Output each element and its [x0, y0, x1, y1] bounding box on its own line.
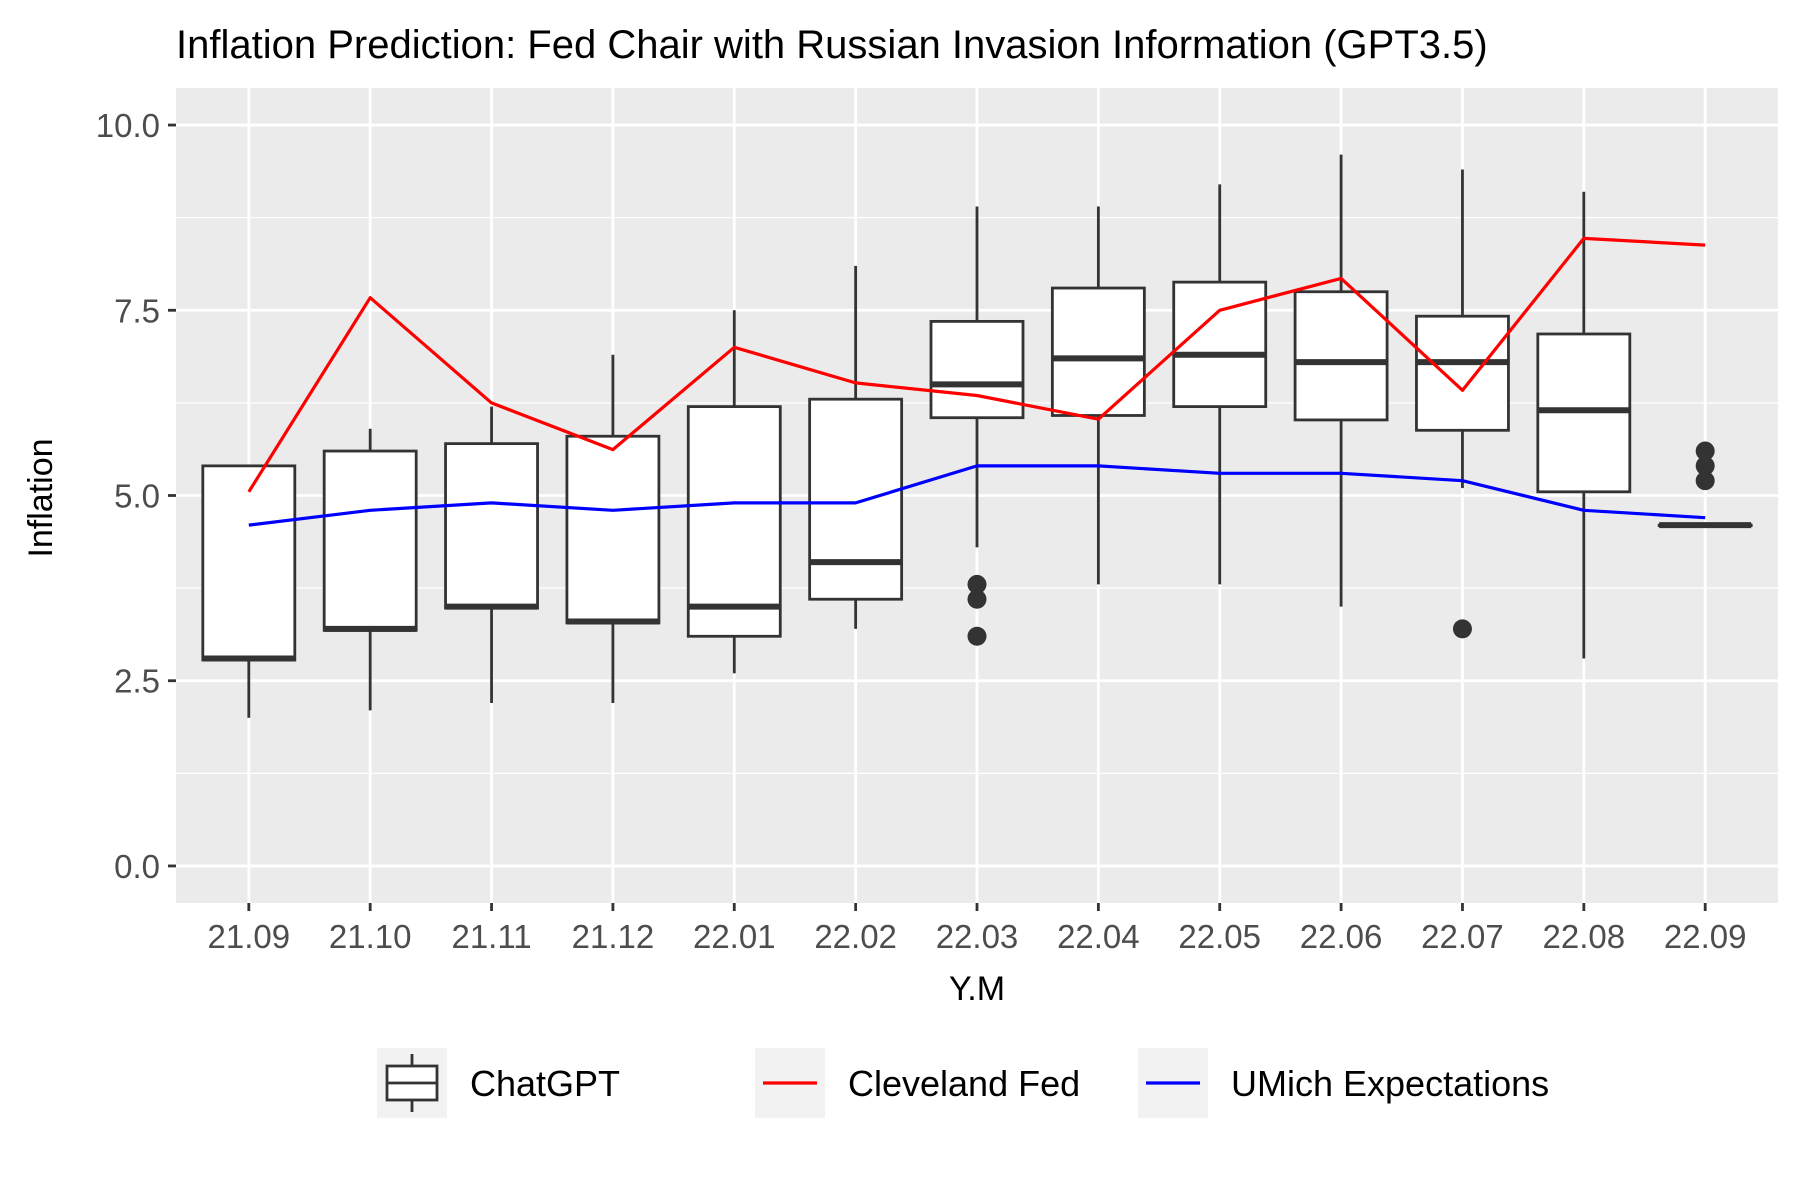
y-axis-title: Inflation	[22, 438, 60, 557]
outlier-point	[1695, 471, 1715, 491]
legend-label: ChatGPT	[470, 1063, 620, 1104]
box-body	[565, 434, 661, 625]
outlier-point	[967, 589, 987, 609]
x-tick-label: 22.09	[1664, 918, 1747, 955]
outlier-point	[1452, 619, 1472, 639]
x-tick-label: 21.11	[451, 918, 531, 955]
box-22.04	[1050, 206, 1146, 585]
outlier-point	[967, 574, 987, 594]
box-22.01	[686, 310, 782, 674]
box-body	[808, 397, 904, 601]
box-body	[1415, 314, 1510, 432]
box-22.06	[1293, 154, 1389, 607]
legend-label: UMich Expectations	[1231, 1063, 1549, 1104]
x-tick-label: 22.06	[1300, 918, 1383, 955]
legend-item-cleveland-fed: Cleveland Fed	[755, 1048, 1080, 1118]
x-tick-label: 22.08	[1543, 918, 1626, 955]
y-tick-label: 7.5	[114, 292, 160, 329]
box-21.10	[322, 428, 418, 711]
x-axis: 21.09 21.10 21.11 21.12 22.01 22.02 22.03 22.04…	[208, 903, 1747, 955]
x-tick-label: 22.07	[1421, 918, 1504, 955]
x-tick-label: 21.09	[208, 918, 291, 955]
x-tick-label: 22.05	[1178, 918, 1261, 955]
legend-label: Cleveland Fed	[848, 1063, 1080, 1104]
outlier-point	[1695, 456, 1715, 476]
outlier-point	[1695, 441, 1715, 461]
x-tick-label: 22.01	[693, 918, 776, 955]
x-tick-label: 21.12	[572, 918, 655, 955]
box-body	[1293, 290, 1389, 422]
legend-item-chatgpt: ChatGPT	[377, 1048, 620, 1118]
y-tick-label: 2.5	[114, 663, 160, 700]
x-axis-title: Y.M	[949, 970, 1005, 1008]
series-line-umich-expectations	[248, 464, 1706, 527]
outlier-point	[967, 626, 987, 646]
legend: ChatGPT Cleveland Fed UMich Expectations	[377, 1048, 1549, 1118]
x-tick-label: 22.04	[1057, 918, 1140, 955]
box-body	[686, 405, 782, 638]
x-tick-label: 22.03	[936, 918, 1019, 955]
box-21.12	[565, 354, 661, 703]
boxplots	[201, 154, 1753, 718]
box-22.08	[1536, 191, 1632, 659]
legend-item-umich-expectations: UMich Expectations	[1138, 1048, 1549, 1118]
y-tick-label: 10.0	[96, 107, 160, 144]
x-tick-label: 22.02	[814, 918, 897, 955]
box-body	[322, 449, 418, 632]
y-tick-label: 5.0	[114, 478, 160, 515]
y-tick-label: 0.0	[114, 848, 160, 885]
box-22.02	[808, 265, 904, 629]
box-21.09	[201, 464, 297, 718]
y-axis: 0.0 2.5 5.0 7.5 10.0	[96, 107, 176, 885]
series-lines	[247, 236, 1706, 527]
x-tick-label: 21.10	[329, 918, 412, 955]
series-line-cleveland-fed	[247, 236, 1706, 493]
box-body	[1050, 286, 1146, 417]
box-body	[201, 464, 297, 662]
box-21.11	[444, 406, 539, 703]
box-body	[444, 442, 539, 610]
chart-title: Inflation Prediction: Fed Chair with Rus…	[176, 23, 1488, 67]
box-22.09	[1657, 441, 1753, 529]
